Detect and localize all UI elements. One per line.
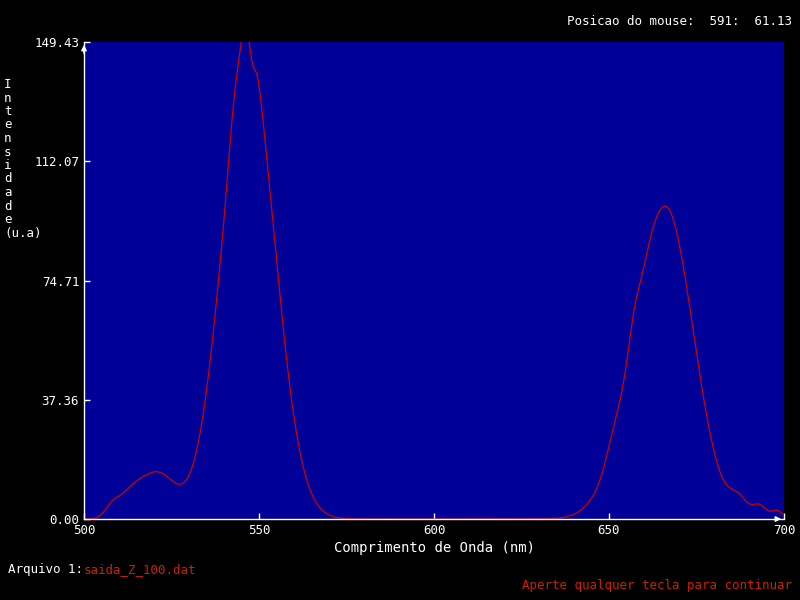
Text: Arquivo 1:: Arquivo 1: [8, 563, 98, 577]
Text: Aperte qualquer tecla para continuar: Aperte qualquer tecla para continuar [522, 578, 792, 592]
Text: I
n
t
e
n
s
i
d
a
d
e
(u.a): I n t e n s i d a d e (u.a) [4, 78, 42, 239]
Text: saida_Z_100.dat: saida_Z_100.dat [84, 563, 197, 577]
X-axis label: Comprimento de Onda (nm): Comprimento de Onda (nm) [334, 541, 534, 555]
Text: Posicao do mouse:  591:  61.13: Posicao do mouse: 591: 61.13 [567, 15, 792, 28]
